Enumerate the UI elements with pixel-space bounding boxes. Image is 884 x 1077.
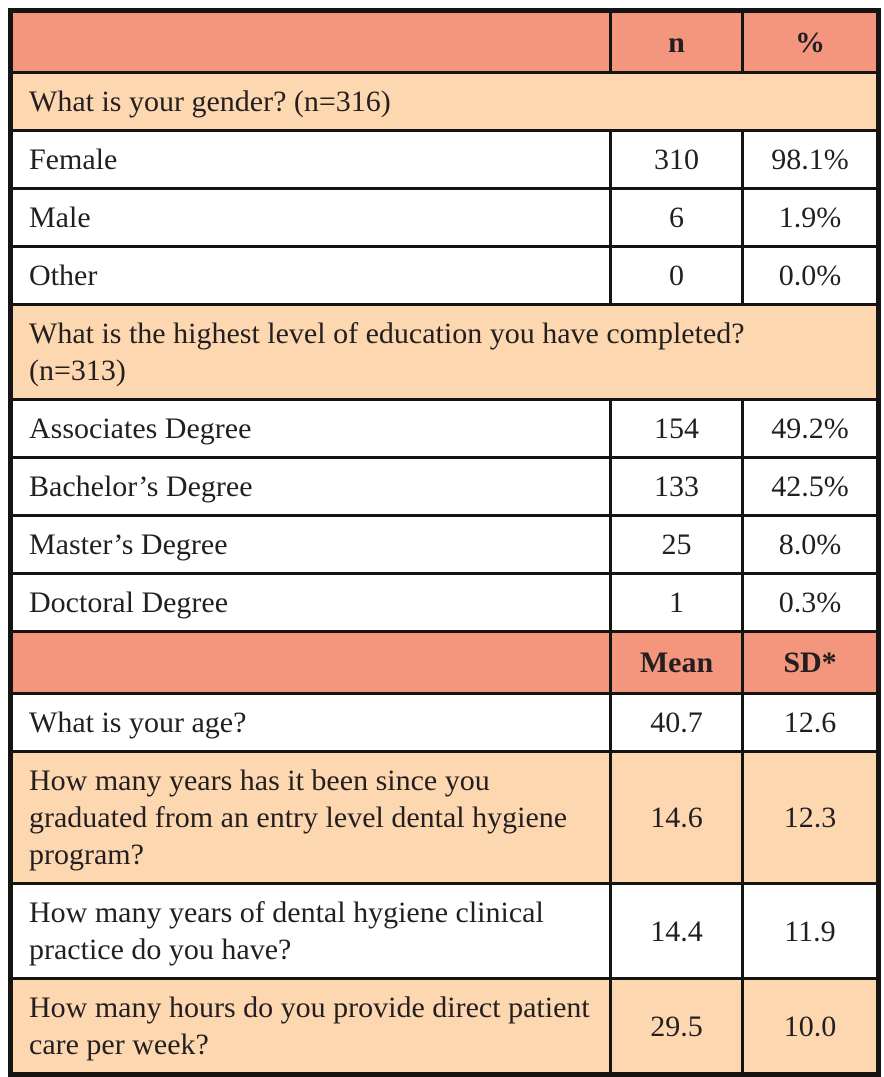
row-label: Male — [9, 187, 612, 248]
row-label: Doctoral Degree — [9, 572, 612, 633]
empty-header-cell — [9, 630, 612, 695]
percent-value: 1.9% — [741, 187, 880, 248]
row-male: Male 6 1.9% — [9, 187, 880, 248]
empty-header-cell — [9, 9, 612, 74]
question-row-education: What is the highest level of education y… — [9, 303, 880, 401]
column-header-row-counts: n % — [9, 9, 880, 74]
n-value: 6 — [609, 187, 744, 248]
percent-value: 98.1% — [741, 129, 880, 190]
row-label: How many years has it been since you gra… — [9, 750, 612, 885]
row-doctoral-degree: Doctoral Degree 1 0.3% — [9, 572, 880, 633]
n-value: 1 — [609, 572, 744, 633]
row-label: Associates Degree — [9, 398, 612, 459]
question-row-gender: What is your gender? (n=316) — [9, 71, 880, 132]
row-other: Other 0 0.0% — [9, 245, 880, 306]
question-text: What is your gender? (n=316) — [29, 85, 391, 118]
mean-value: 29.5 — [609, 977, 744, 1076]
sd-value: 12.6 — [741, 692, 880, 753]
mean-value: 14.6 — [609, 750, 744, 885]
sd-value: 10.0 — [741, 977, 880, 1076]
row-years-since-graduation: How many years has it been since you gra… — [9, 750, 880, 885]
sd-value: 11.9 — [741, 882, 880, 980]
row-label: Master’s Degree — [9, 514, 612, 575]
column-header-sd: SD* — [741, 630, 880, 695]
mean-value: 40.7 — [609, 692, 744, 753]
percent-value: 0.0% — [741, 245, 880, 306]
column-header-n: n — [609, 9, 744, 74]
sd-value: 12.3 — [741, 750, 880, 885]
n-value: 310 — [609, 129, 744, 190]
row-years-clinical-practice: How many years of dental hygiene clinica… — [9, 882, 880, 980]
row-label: Female — [9, 129, 612, 190]
n-value: 0 — [609, 245, 744, 306]
n-value: 25 — [609, 514, 744, 575]
percent-value: 42.5% — [741, 456, 880, 517]
row-label: Bachelor’s Degree — [9, 456, 612, 517]
row-masters-degree: Master’s Degree 25 8.0% — [9, 514, 880, 575]
demographics-table: n % What is your gender? (n=316) Female … — [8, 8, 881, 1077]
column-header-row-stats: Mean SD* — [9, 630, 880, 695]
row-bachelors-degree: Bachelor’s Degree 133 42.5% — [9, 456, 880, 517]
row-label: How many hours do you provide direct pat… — [9, 977, 612, 1076]
percent-value: 0.3% — [741, 572, 880, 633]
question-text: What is the highest level of education y… — [29, 317, 745, 387]
question-cell: What is your gender? (n=316) — [9, 71, 880, 132]
row-hours-patient-care: How many hours do you provide direct pat… — [9, 977, 880, 1076]
mean-value: 14.4 — [609, 882, 744, 980]
column-header-percent: % — [741, 9, 880, 74]
n-value: 154 — [609, 398, 744, 459]
n-value: 133 — [609, 456, 744, 517]
row-age: What is your age? 40.7 12.6 — [9, 692, 880, 753]
question-cell: What is the highest level of education y… — [9, 303, 880, 401]
percent-value: 49.2% — [741, 398, 880, 459]
percent-value: 8.0% — [741, 514, 880, 575]
row-label: How many years of dental hygiene clinica… — [9, 882, 612, 980]
row-label: Other — [9, 245, 612, 306]
row-label: What is your age? — [9, 692, 612, 753]
row-female: Female 310 98.1% — [9, 129, 880, 190]
column-header-mean: Mean — [609, 630, 744, 695]
row-associates-degree: Associates Degree 154 49.2% — [9, 398, 880, 459]
